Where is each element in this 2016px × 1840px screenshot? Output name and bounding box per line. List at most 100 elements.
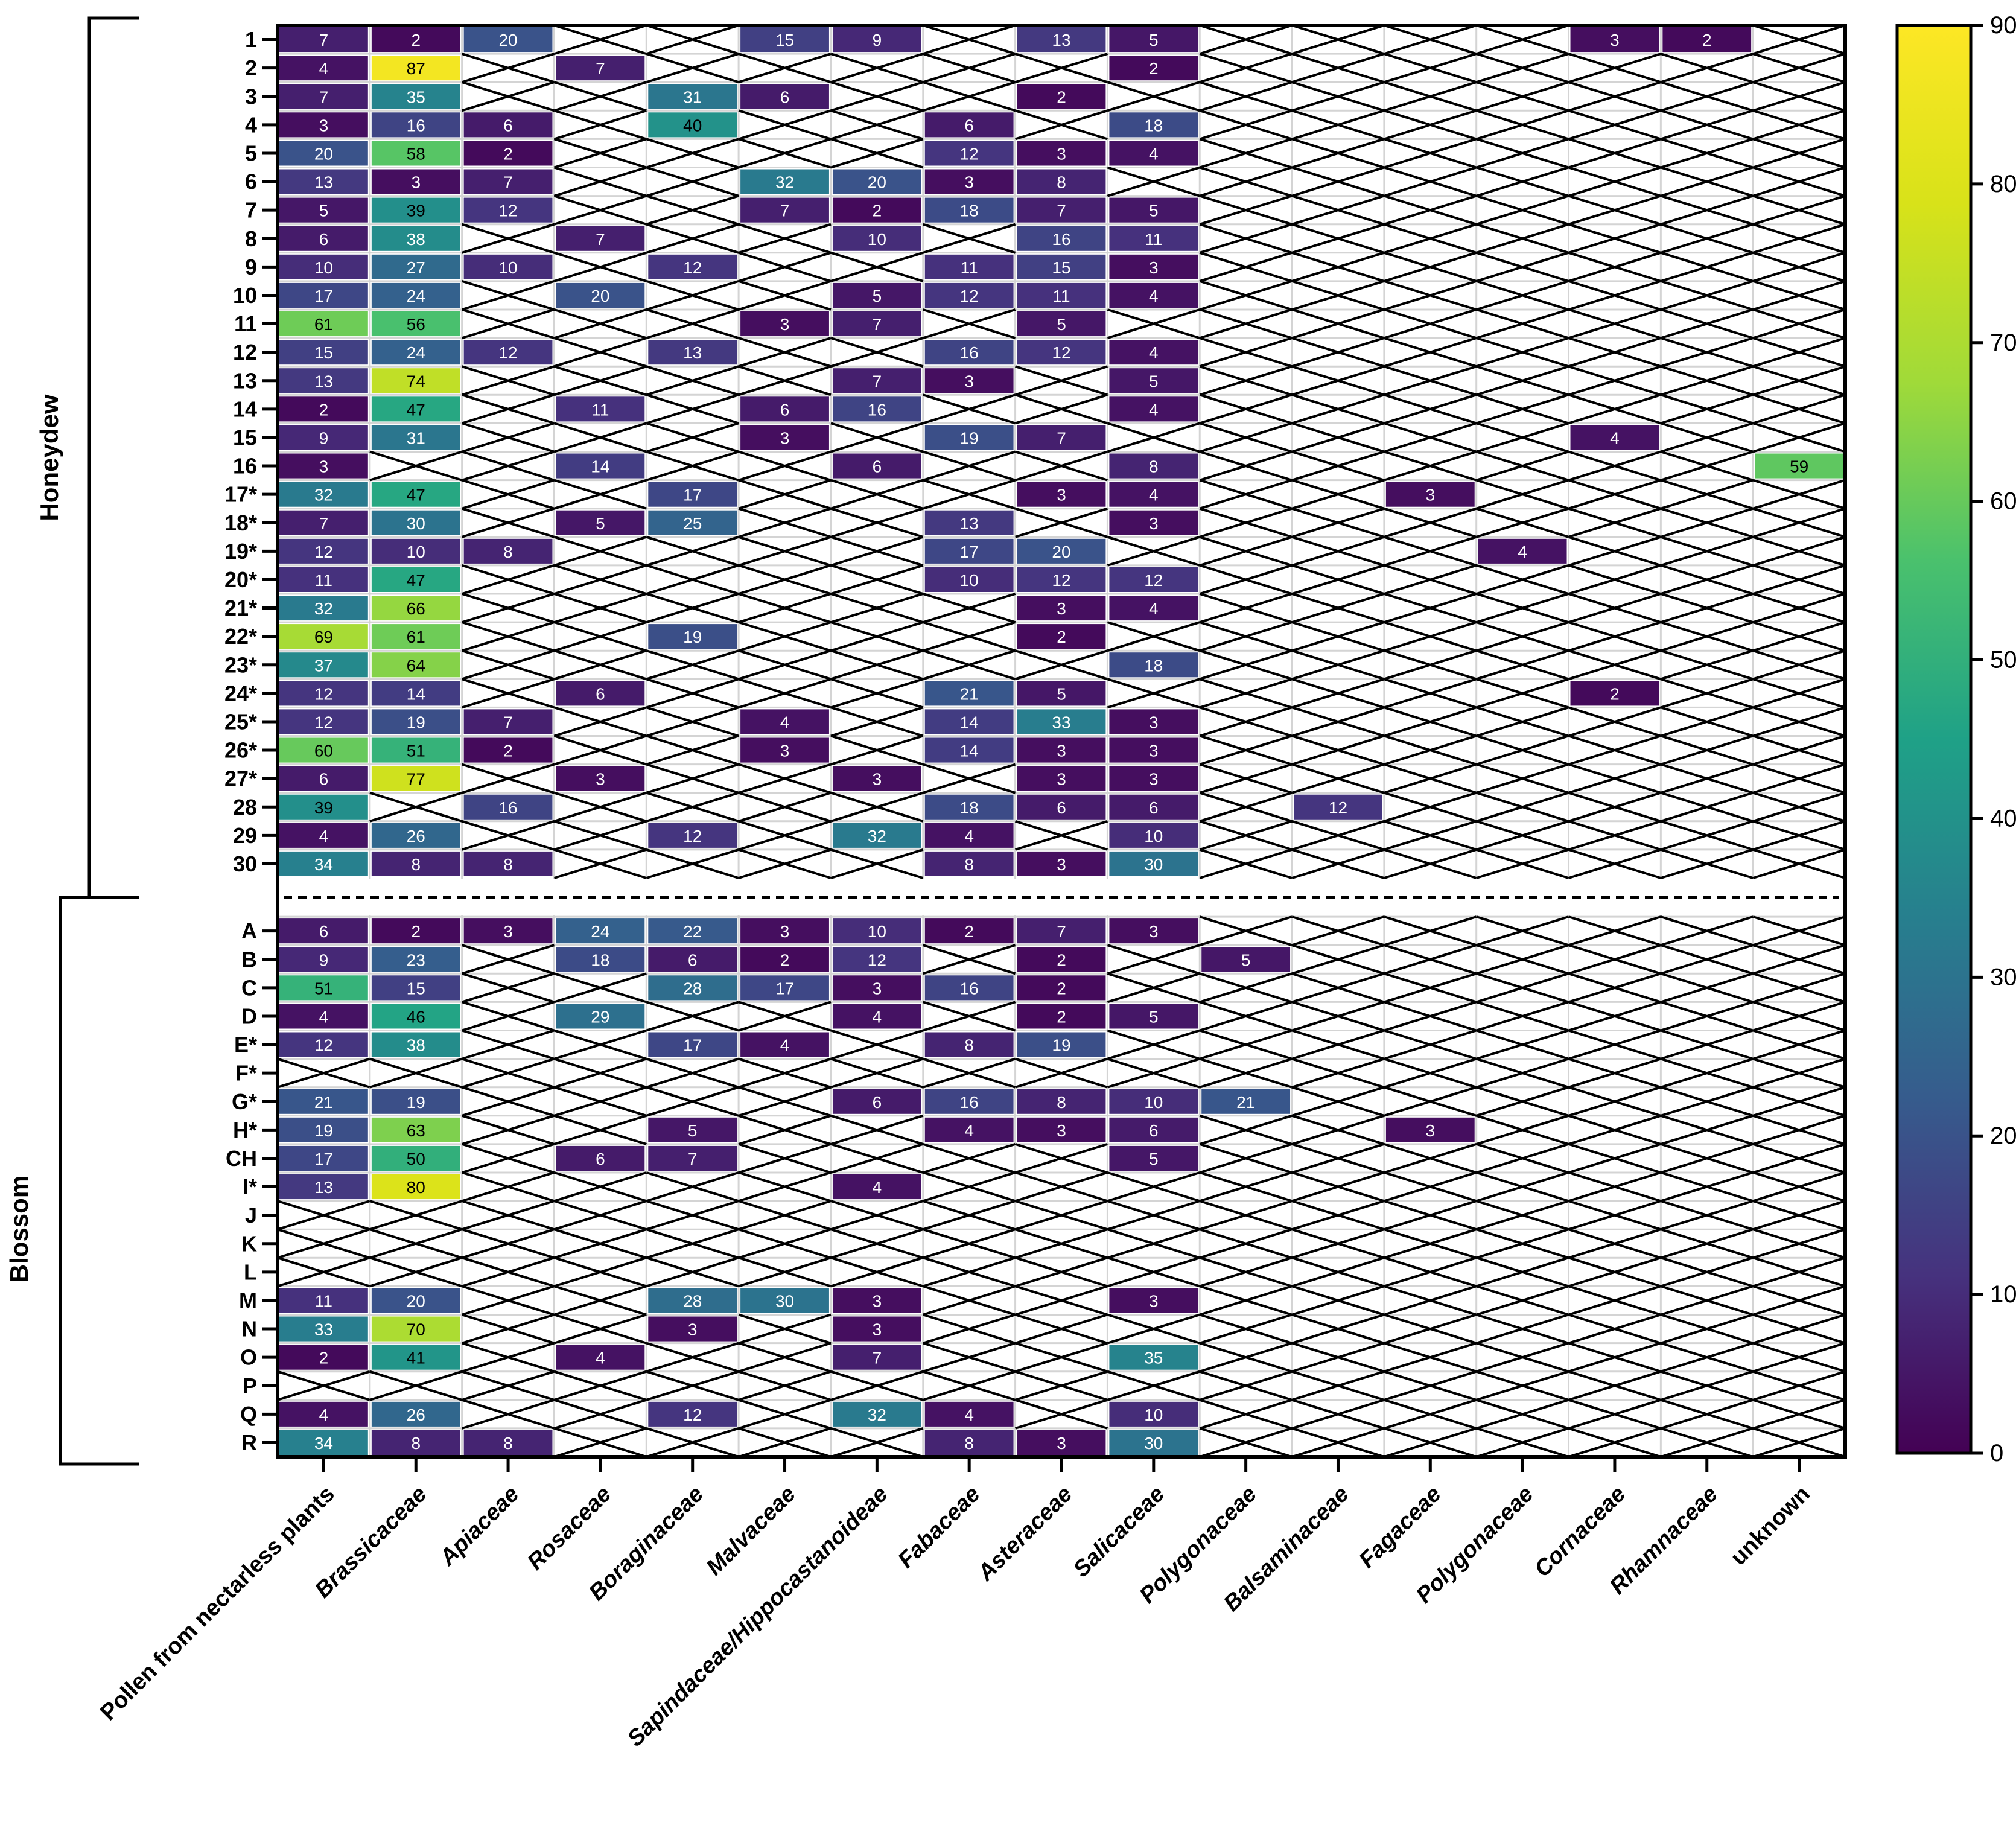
missing-cell-cross [1291,279,1385,311]
heatmap-cell [1109,396,1198,422]
heatmap-cell [1109,596,1198,621]
cell-value-label: 34 [314,855,333,874]
missing-cell-cross [1660,279,1754,311]
missing-cell-cross [277,1057,370,1089]
missing-cell-cross [1568,507,1661,538]
missing-cell-cross [646,649,739,681]
missing-cell-cross [1476,848,1569,879]
missing-cell-cross [1291,1171,1385,1203]
cell-value-label: 12 [314,543,333,561]
cell-value-label: 51 [407,742,425,760]
missing-cell-cross [1384,820,1477,851]
cell-value-label: 4 [964,1405,974,1424]
missing-cell-cross [1660,450,1754,482]
missing-cell-cross [1014,820,1108,851]
cell-value-label: 4 [780,1036,790,1055]
heatmap-cell [279,254,368,279]
heatmap-cell [371,681,460,706]
heatmap-cell [1017,197,1106,223]
heatmap-cell [371,1316,460,1342]
cell-value-label: 3 [1149,922,1159,941]
missing-cell-cross [738,1114,832,1145]
heatmap-cell [1570,27,1659,53]
heatmap-cell [924,823,1014,848]
row-label: 11 [234,311,257,336]
missing-cell-cross [462,1200,555,1231]
heatmap-cell [648,482,737,507]
cell-value-label: 3 [596,770,605,789]
missing-cell-cross [738,507,832,538]
missing-cell-cross [1384,1086,1477,1117]
missing-cell-cross [1107,972,1200,1004]
row-label: D [241,1004,257,1028]
heatmap-cell [1201,1089,1291,1114]
missing-cell-cross [1476,972,1569,1004]
cell-value-label: 8 [411,855,421,874]
missing-cell-cross [738,791,832,823]
missing-cell-cross [738,1342,832,1373]
heatmap-cell [463,197,553,223]
heatmap-cell [279,681,368,706]
heatmap-cell [740,975,829,1001]
cell-value-label: 28 [683,1291,702,1310]
missing-cell-cross [277,1370,370,1401]
missing-cell-cross [1752,535,1846,567]
missing-cell-cross [553,1427,647,1458]
missing-cell-cross [1384,507,1477,538]
heatmap-cell [463,709,553,734]
missing-cell-cross [923,944,1016,975]
missing-cell-cross [1291,1001,1385,1032]
heatmap-cell [1109,766,1198,791]
missing-cell-cross [1476,593,1569,624]
missing-cell-cross [553,194,647,226]
missing-cell-cross [553,1057,647,1089]
heatmap-cell [463,112,553,138]
heatmap-cell [740,947,829,972]
cell-value-label: 6 [1057,798,1066,817]
cell-value-label: 30 [775,1291,794,1310]
cell-value-label: 12 [314,713,333,731]
missing-cell-cross [462,1114,555,1145]
heatmap-cell [924,510,1014,535]
cell-value-label: 4 [319,1007,329,1026]
row-label: 22* [224,624,257,649]
heatmap-cell [832,396,921,422]
missing-cell-cross [738,1228,832,1259]
heatmap-cell [924,1430,1014,1455]
heatmap-cell [371,311,460,337]
heatmap-cell [371,624,460,649]
missing-cell-cross [1384,1057,1477,1089]
cell-value-label: 7 [596,230,605,249]
missing-cell-cross [1476,251,1569,282]
missing-cell-cross [1752,194,1846,226]
missing-cell-cross [830,337,924,368]
heatmap-cell [1385,482,1475,507]
heatmap-cell [740,84,829,109]
missing-cell-cross [923,1342,1016,1373]
cell-value-label: 21 [314,1093,333,1112]
row-label: Q [240,1402,257,1427]
row-label: E* [234,1033,257,1057]
cell-value-label: 2 [1057,88,1066,106]
heatmap-cell [924,112,1014,138]
cell-value-label: 17 [960,543,979,561]
missing-cell-cross [1384,1001,1477,1032]
cell-value-label: 80 [407,1178,425,1197]
missing-cell-cross [1107,1256,1200,1288]
heatmap-cell [648,1117,737,1142]
missing-cell-cross [738,251,832,282]
cell-value-label: 16 [960,1093,979,1112]
missing-cell-cross [646,1171,739,1203]
heatmap-cell [1017,596,1106,621]
missing-cell-cross [1384,1029,1477,1060]
missing-cell-cross [1752,251,1846,282]
heatmap-cell [371,823,460,848]
missing-cell-cross [738,678,832,709]
missing-cell-cross [738,763,832,794]
cell-value-label: 3 [1057,599,1066,618]
heatmap-cell [1017,169,1106,194]
cell-value-label: 16 [407,116,425,135]
cell-value-label: 10 [1144,1405,1163,1424]
heatmap-cell [279,794,368,820]
missing-cell-cross [553,593,647,624]
